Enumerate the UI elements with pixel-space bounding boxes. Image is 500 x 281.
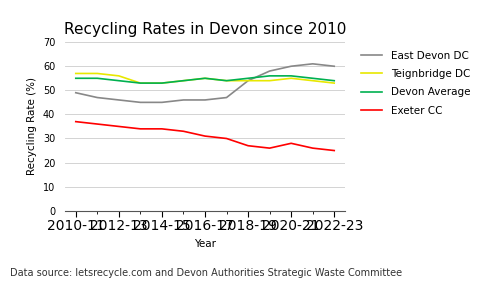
East Devon DC — [288, 65, 294, 68]
Line: East Devon DC: East Devon DC — [76, 64, 334, 102]
Exeter CC — [310, 146, 316, 150]
Exeter CC — [245, 144, 251, 148]
Exeter CC — [159, 127, 165, 131]
Teignbridge DC — [159, 81, 165, 85]
East Devon DC — [138, 101, 143, 104]
Devon Average — [116, 79, 122, 82]
Teignbridge DC — [310, 79, 316, 82]
East Devon DC — [94, 96, 100, 99]
East Devon DC — [331, 65, 337, 68]
East Devon DC — [310, 62, 316, 65]
Devon Average — [331, 79, 337, 82]
Devon Average — [288, 74, 294, 78]
Devon Average — [202, 77, 208, 80]
Teignbridge DC — [224, 79, 230, 82]
East Devon DC — [245, 79, 251, 82]
Devon Average — [94, 77, 100, 80]
Exeter CC — [138, 127, 143, 131]
Title: Recycling Rates in Devon since 2010: Recycling Rates in Devon since 2010 — [64, 22, 346, 37]
Line: Teignbridge DC: Teignbridge DC — [76, 73, 334, 83]
Devon Average — [310, 77, 316, 80]
Teignbridge DC — [138, 81, 143, 85]
Exeter CC — [94, 122, 100, 126]
Devon Average — [224, 79, 230, 82]
Teignbridge DC — [202, 77, 208, 80]
East Devon DC — [224, 96, 230, 99]
Line: Devon Average: Devon Average — [76, 76, 334, 83]
Exeter CC — [180, 130, 186, 133]
Line: Exeter CC: Exeter CC — [76, 122, 334, 151]
Text: Data source: letsrecycle.com and Devon Authorities Strategic Waste Committee: Data source: letsrecycle.com and Devon A… — [10, 268, 402, 278]
Teignbridge DC — [180, 79, 186, 82]
Y-axis label: Recycling Rate (%): Recycling Rate (%) — [28, 78, 38, 175]
Teignbridge DC — [245, 79, 251, 82]
Devon Average — [159, 81, 165, 85]
Exeter CC — [331, 149, 337, 152]
Exeter CC — [266, 146, 272, 150]
Devon Average — [245, 77, 251, 80]
East Devon DC — [266, 69, 272, 73]
Exeter CC — [116, 125, 122, 128]
Teignbridge DC — [266, 79, 272, 82]
Exeter CC — [288, 142, 294, 145]
Devon Average — [73, 77, 79, 80]
Exeter CC — [73, 120, 79, 123]
East Devon DC — [180, 98, 186, 102]
Teignbridge DC — [116, 74, 122, 78]
Devon Average — [138, 81, 143, 85]
Legend: East Devon DC, Teignbridge DC, Devon Average, Exeter CC: East Devon DC, Teignbridge DC, Devon Ave… — [362, 51, 470, 116]
East Devon DC — [159, 101, 165, 104]
Teignbridge DC — [331, 81, 337, 85]
Devon Average — [266, 74, 272, 78]
East Devon DC — [116, 98, 122, 102]
East Devon DC — [202, 98, 208, 102]
East Devon DC — [73, 91, 79, 94]
Exeter CC — [202, 134, 208, 138]
Teignbridge DC — [73, 72, 79, 75]
Exeter CC — [224, 137, 230, 140]
Teignbridge DC — [288, 77, 294, 80]
Teignbridge DC — [94, 72, 100, 75]
Devon Average — [180, 79, 186, 82]
X-axis label: Year: Year — [194, 239, 216, 249]
